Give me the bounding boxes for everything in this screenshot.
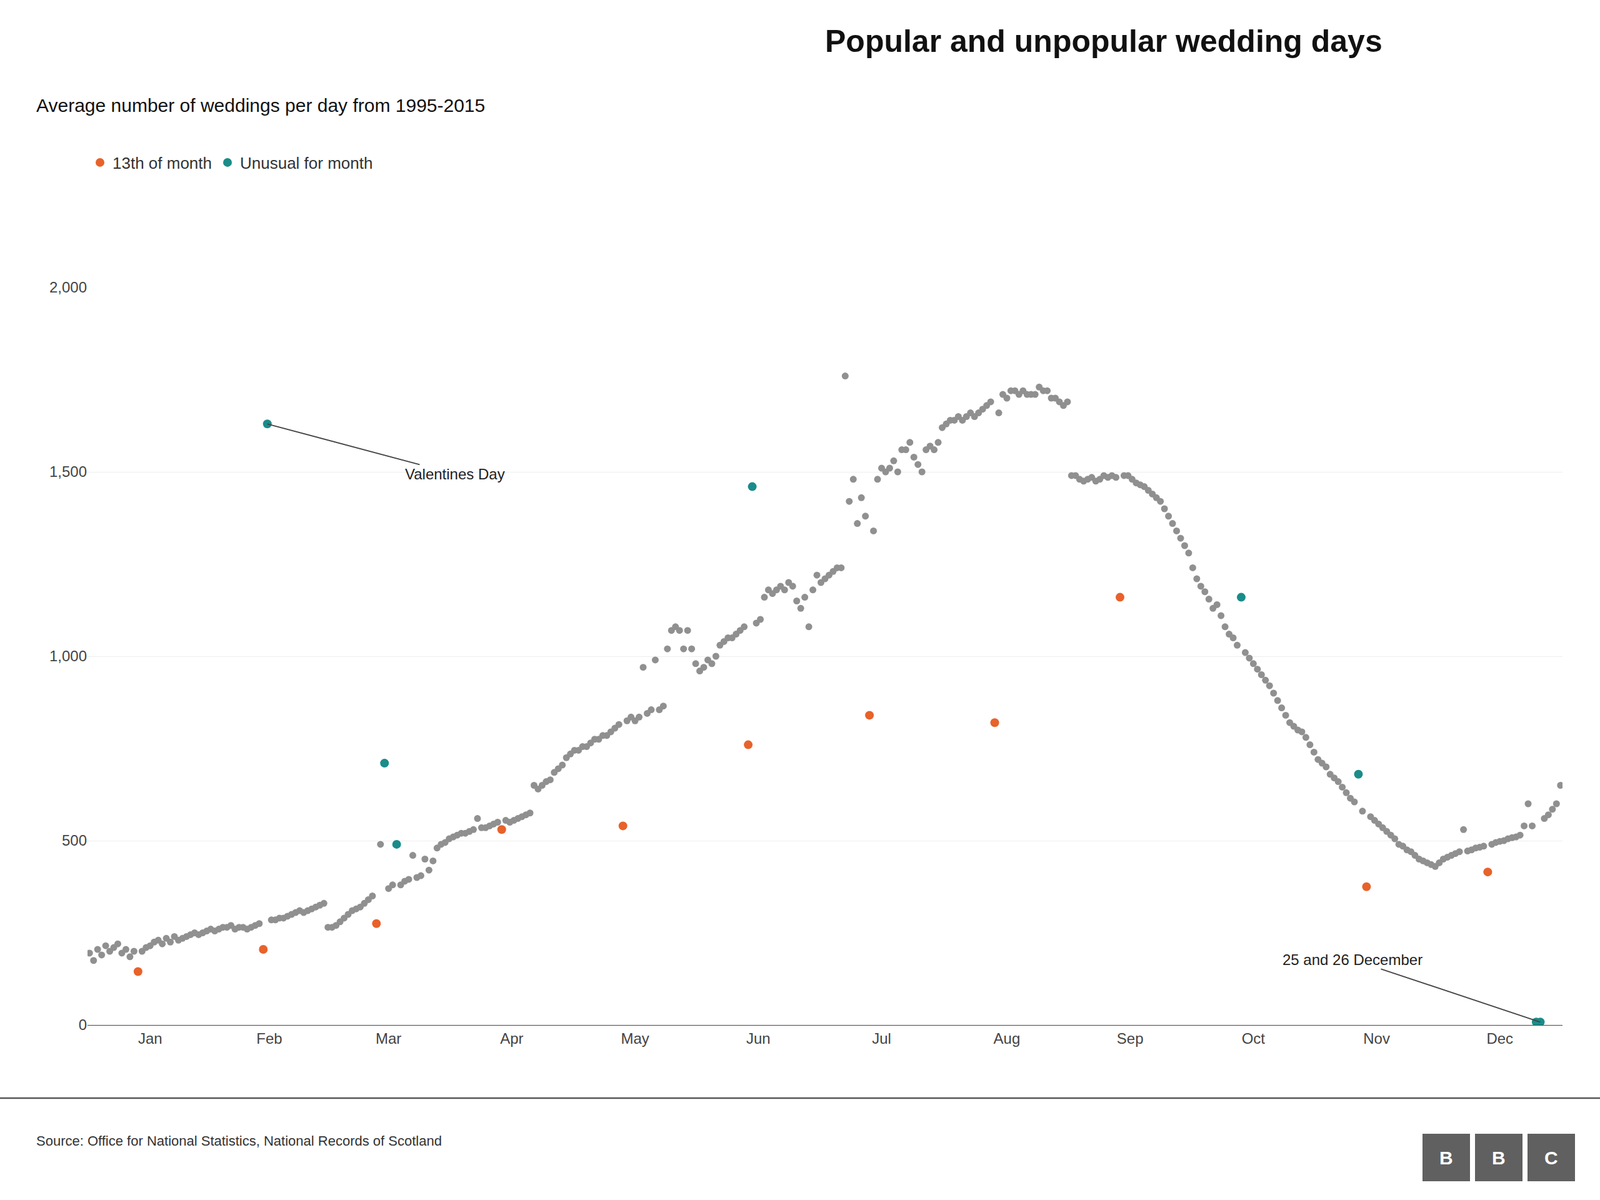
svg-text:25 and 26 December: 25 and 26 December	[1282, 951, 1423, 969]
svg-text:Sep: Sep	[1116, 1030, 1144, 1047]
svg-text:Aug: Aug	[993, 1030, 1021, 1047]
svg-text:Nov: Nov	[1363, 1030, 1390, 1047]
svg-text:Popular and unpopular wedding: Popular and unpopular wedding days	[825, 23, 1383, 59]
svg-text:May: May	[620, 1030, 649, 1047]
svg-text:Feb: Feb	[256, 1030, 282, 1047]
svg-text:1,500: 1,500	[49, 463, 87, 480]
svg-text:Average number of weddings per: Average number of weddings per day from …	[36, 95, 485, 116]
svg-text:1,000: 1,000	[49, 647, 87, 665]
svg-text:2,000: 2,000	[49, 278, 87, 296]
svg-text:Oct: Oct	[1241, 1030, 1266, 1047]
svg-text:13th of month: 13th of month	[112, 153, 212, 173]
svg-text:B: B	[1439, 1147, 1454, 1169]
svg-text:Jan: Jan	[138, 1030, 163, 1047]
svg-text:Source: Office for National St: Source: Office for National Statistics, …	[36, 1133, 442, 1149]
svg-text:Jul: Jul	[871, 1030, 892, 1047]
svg-text:Unusual for month: Unusual for month	[240, 153, 373, 173]
svg-text:B: B	[1491, 1147, 1506, 1169]
svg-text:Mar: Mar	[375, 1030, 402, 1047]
svg-text:Dec: Dec	[1486, 1030, 1514, 1047]
svg-text:Valentines Day: Valentines Day	[405, 465, 505, 483]
svg-text:0: 0	[78, 1016, 87, 1034]
svg-text:500: 500	[61, 831, 87, 849]
svg-text:Apr: Apr	[500, 1030, 524, 1047]
svg-text:Jun: Jun	[746, 1030, 771, 1047]
svg-text:C: C	[1544, 1147, 1559, 1169]
